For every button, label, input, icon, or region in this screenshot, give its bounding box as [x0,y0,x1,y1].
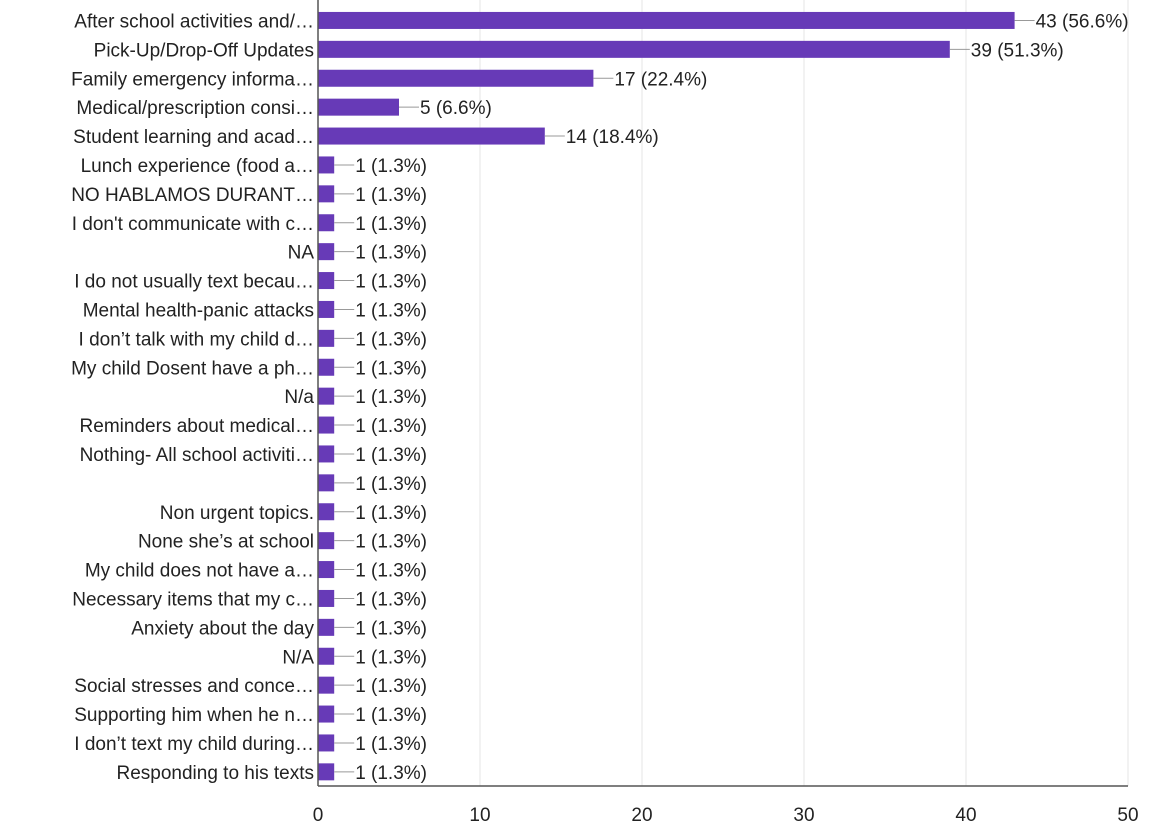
category-label: After school activities and/… [74,11,314,32]
bar [318,300,335,318]
category-label: NO HABLAMOS DURANT… [71,185,314,206]
bar [318,40,950,58]
value-label: 1 (1.3%) [355,387,427,408]
category-label: Reminders about medical… [80,416,314,437]
bar [318,647,335,665]
category-label: Lunch experience (food a… [81,156,314,177]
bar [318,532,335,550]
category-label: Medical/prescription consi… [76,98,314,119]
category-label: I don’t talk with my child d… [79,329,314,350]
category-label: Anxiety about the day [131,618,314,639]
labels: 0 10 20 30 40 50 43 (56.6%) After school activi… [71,11,1138,826]
value-label: 1 (1.3%) [355,676,427,697]
bar [318,763,335,781]
value-label: 43 (56.6%) [1036,11,1129,32]
category-label: None she’s at school [138,532,314,553]
value-label: 1 (1.3%) [355,272,427,293]
bar [318,705,335,723]
value-label: 1 (1.3%) [355,214,427,235]
bars [318,11,1035,781]
category-label: Nothing- All school activiti… [80,445,314,466]
category-label: I don’t text my child during… [74,734,314,755]
x-tick-label: 50 [1117,805,1138,826]
category-label: Supporting him when he n… [74,705,314,726]
grid-lines [479,0,1129,786]
value-label: 14 (18.4%) [566,127,659,148]
x-tick-label: 30 [793,805,814,826]
bar [318,11,1015,29]
value-label: 1 (1.3%) [355,300,427,321]
value-label: 1 (1.3%) [355,445,427,466]
bar [318,676,335,694]
category-label: Student learning and acad… [73,127,314,148]
category-label: Family emergency informa… [71,69,314,90]
category-label: I don't communicate with c… [72,214,314,235]
bar [318,387,335,405]
value-label: 1 (1.3%) [355,185,427,206]
category-label: Responding to his texts [116,763,314,784]
bar [318,329,335,347]
x-tick-label: 40 [955,805,976,826]
category-label: My child Dosent have a ph… [71,358,314,379]
value-label: 1 (1.3%) [355,589,427,610]
bar [318,358,335,376]
value-label: 1 (1.3%) [355,532,427,553]
value-label: 39 (51.3%) [971,40,1064,61]
value-label: 1 (1.3%) [355,474,427,495]
bar [318,156,335,174]
category-label: Social stresses and conce… [74,676,314,697]
bar [318,272,335,290]
bar [318,69,594,87]
bar [318,127,545,145]
category-label: N/A [282,647,314,668]
value-label: 1 (1.3%) [355,647,427,668]
x-tick-label: 0 [313,805,324,826]
value-label: 1 (1.3%) [355,329,427,350]
bar [318,98,399,116]
value-label: 1 (1.3%) [355,156,427,177]
category-label: N/a [284,387,314,408]
value-label: 1 (1.3%) [355,358,427,379]
value-label: 1 (1.3%) [355,503,427,524]
category-label: Non urgent topics. [160,503,314,524]
bar [318,445,335,463]
bar [318,214,335,232]
bar [318,243,335,261]
category-label: Pick-Up/Drop-Off Updates [94,40,314,61]
category-label: I do not usually text becau… [74,272,314,293]
bar [318,185,335,203]
category-label: Mental health-panic attacks [83,300,314,321]
value-label: 5 (6.6%) [420,98,492,119]
bar [318,734,335,752]
bar [318,561,335,579]
value-label: 1 (1.3%) [355,561,427,582]
value-label: 1 (1.3%) [355,763,427,784]
value-label: 1 (1.3%) [355,618,427,639]
bar [318,503,335,521]
value-label: 1 (1.3%) [355,243,427,264]
x-tick-label: 10 [469,805,490,826]
bar [318,416,335,434]
axes [317,0,1128,787]
category-label: NA [288,243,315,264]
value-label: 17 (22.4%) [614,69,707,90]
x-tick-label: 20 [631,805,652,826]
value-label: 1 (1.3%) [355,705,427,726]
bar [318,618,335,636]
value-label: 1 (1.3%) [355,416,427,437]
category-label: Necessary items that my c… [72,589,314,610]
category-label: My child does not have a… [85,561,314,582]
bar [318,474,335,492]
bar [318,589,335,607]
value-label: 1 (1.3%) [355,734,427,755]
